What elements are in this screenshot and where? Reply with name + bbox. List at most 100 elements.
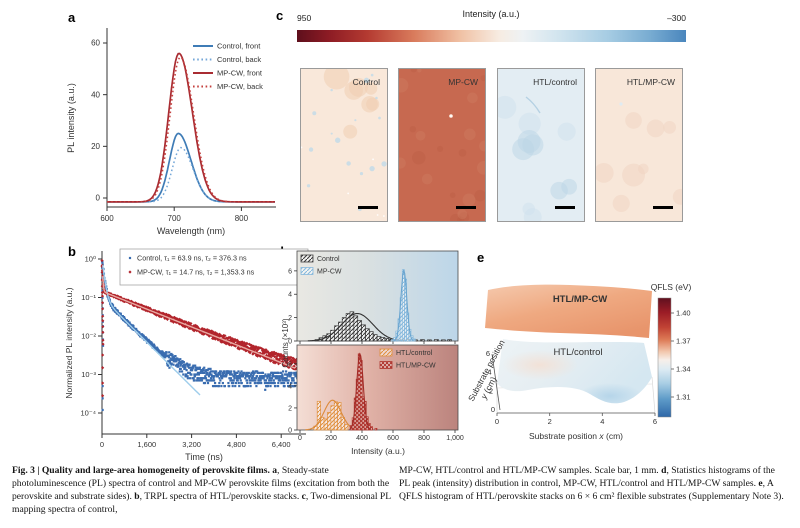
svg-text:2: 2: [288, 405, 292, 412]
surface-label-htl-control: HTL/control: [553, 347, 602, 358]
surface-htl-mp-cw: [485, 284, 652, 338]
caption-segment: , A QFLS histogram of HTL/perovskite sta…: [399, 478, 784, 502]
svg-text:10⁻²: 10⁻²: [81, 332, 96, 341]
svg-text:10⁻¹: 10⁻¹: [81, 293, 96, 302]
svg-text:0: 0: [288, 428, 292, 435]
qfls-surfaces: HTL/MP-CW HTL/control: [485, 284, 652, 404]
panel-label-c: c: [276, 8, 284, 23]
svg-text:Control, τ₁ = 63.9 ns, τ₂ = 37: Control, τ₁ = 63.9 ns, τ₂ = 376.3 ns: [137, 254, 247, 263]
pl-map-texture: [498, 95, 578, 221]
pl-map-control: Control: [300, 68, 388, 222]
svg-text:2: 2: [548, 417, 552, 426]
svg-text:MP-CW, back: MP-CW, back: [217, 82, 263, 91]
svg-text:4: 4: [288, 292, 292, 299]
scale-bar: [358, 205, 378, 209]
svg-text:1,600: 1,600: [137, 440, 156, 449]
svg-text:Normalized PL intensity (a.u.): Normalized PL intensity (a.u.): [64, 287, 74, 398]
surface-label-htl-mp-cw: HTL/MP-CW: [553, 294, 607, 305]
svg-text:Time (ns): Time (ns): [185, 452, 223, 462]
svg-text:4: 4: [288, 383, 292, 390]
svg-text:HTL/MP-CW: HTL/MP-CW: [396, 363, 436, 370]
svg-text:4: 4: [487, 368, 491, 377]
caption-segment: , Two-dimensional PL mapping spectra of …: [12, 491, 391, 515]
intensity-colorbar-title: Intensity (a.u.): [462, 9, 520, 19]
svg-text:700: 700: [168, 214, 182, 223]
svg-text:MP-CW, front: MP-CW, front: [217, 69, 263, 78]
caption-segment: MP-CW, HTL/control and HTL/MP-CW samples…: [399, 465, 662, 476]
intensity-colorbar: [297, 30, 686, 42]
svg-text:800: 800: [235, 214, 249, 223]
svg-text:Control, front: Control, front: [217, 42, 261, 51]
caption-bold-segment: d: [661, 465, 667, 476]
caption-bold-segment: b: [134, 491, 140, 502]
svg-text:10⁰: 10⁰: [85, 255, 96, 264]
qfls-colorbar-title: QFLS (eV): [651, 282, 692, 292]
legend: Control MP-CW: [300, 254, 342, 276]
svg-text:60: 60: [91, 39, 100, 48]
svg-text:1.40: 1.40: [676, 309, 691, 318]
series-square: [100, 260, 300, 412]
caption-segment: , Steady-state photoluminescence (PL) sp…: [12, 465, 390, 502]
panel-b-trpl-decay-chart: 0 1,600 3,200 4,800 6,400 10⁰ 10⁻¹ 10⁻² 10⁻³ 10⁻⁴…: [64, 248, 309, 462]
svg-text:1.37: 1.37: [676, 337, 691, 346]
histogram-subplot-1: 0 2 4 6 HTL/control HTL/MP-CW: [288, 344, 459, 435]
svg-text:40: 40: [91, 90, 100, 99]
caption-segment: , TRPL spectra of HTL/perovskite stacks.: [139, 491, 302, 502]
panel-label-a: a: [68, 10, 76, 25]
caption-right-column: MP-CW, HTL/control and HTL/MP-CW samples…: [399, 464, 788, 503]
intensity-colorbar-max: 950: [297, 13, 312, 23]
svg-text:6: 6: [486, 349, 490, 358]
svg-text:Wavelength (nm): Wavelength (nm): [157, 226, 225, 236]
pl-map-htl-control: HTL/control: [497, 68, 585, 222]
svg-text:0: 0: [100, 440, 104, 449]
svg-text:PL intensity (a.u.): PL intensity (a.u.): [66, 83, 76, 153]
svg-text:600: 600: [100, 214, 114, 223]
caption-segment: , Statistics histograms of the PL peak (…: [399, 465, 775, 489]
panel-e-qfls-surface-chart: HTL/MP-CW HTL/control 0 2 4 6 Substrate positi…: [466, 282, 692, 441]
svg-text:1.34: 1.34: [676, 365, 691, 374]
caption-bold-segment: Fig. 3 | Quality and large-area homogene…: [12, 465, 273, 476]
fit-lines: [102, 265, 296, 396]
svg-text:Intensity (a.u.): Intensity (a.u.): [351, 446, 405, 456]
svg-text:HTL/control: HTL/control: [396, 350, 433, 357]
svg-text:3,200: 3,200: [182, 440, 201, 449]
svg-text:1,000: 1,000: [446, 435, 464, 442]
svg-text:10⁻⁴: 10⁻⁴: [80, 409, 96, 418]
legend: Control, front Control, back MP-CW, front M…: [193, 42, 263, 91]
pl-map-texture: [596, 102, 682, 212]
legend: HTL/control HTL/MP-CW: [379, 348, 436, 370]
svg-text:MP-CW, τ₁ = 14.7 ns, τ₂ = 1,35: MP-CW, τ₁ = 14.7 ns, τ₂ = 1,353.3 ns: [137, 268, 255, 277]
svg-text:0: 0: [288, 339, 292, 346]
axes: 600 700 800 0 20 40 60 Wavelength (nm) PL intens…: [66, 28, 276, 236]
svg-text:1.31: 1.31: [676, 393, 691, 402]
panel-a-pl-spectra-chart: 600 700 800 0 20 40 60 Wavelength (nm) PL intens…: [66, 28, 276, 236]
svg-text:Substrate position x (cm): Substrate position x (cm): [529, 431, 623, 441]
svg-text:200: 200: [325, 435, 337, 442]
caption-left-column: Fig. 3 | Quality and large-area homogene…: [12, 464, 393, 516]
svg-text:4: 4: [600, 417, 604, 426]
svg-text:0: 0: [495, 417, 499, 426]
pl-map-texture: [301, 69, 387, 217]
pl-map-htl-mp-cw: HTL/MP-CW: [595, 68, 683, 222]
svg-text:0: 0: [298, 435, 302, 442]
svg-text:Control: Control: [317, 256, 340, 263]
svg-text:4,800: 4,800: [227, 440, 246, 449]
caption-bold-segment: a: [272, 465, 278, 476]
pl-map-mp-cw: MP-CW: [398, 68, 486, 222]
svg-text:MP-CW: MP-CW: [317, 269, 342, 276]
scale-bar: [456, 205, 476, 209]
svg-text:Control, back: Control, back: [217, 55, 261, 64]
scale-bar: [555, 205, 575, 209]
svg-text:2: 2: [489, 387, 493, 396]
caption-bold-segment: e: [758, 478, 763, 489]
panel-label-e: e: [477, 250, 485, 265]
bars-htl-control: [313, 400, 349, 431]
pl-map-texture: [399, 69, 485, 221]
svg-text:800: 800: [418, 435, 430, 442]
svg-text:Counts (×10³): Counts (×10³): [281, 318, 290, 367]
pl-map-label: MP-CW: [448, 77, 478, 87]
svg-text:10⁻³: 10⁻³: [81, 370, 96, 379]
pl-map-label: HTL/MP-CW: [626, 77, 675, 87]
caption-bold-segment: c: [301, 491, 306, 502]
